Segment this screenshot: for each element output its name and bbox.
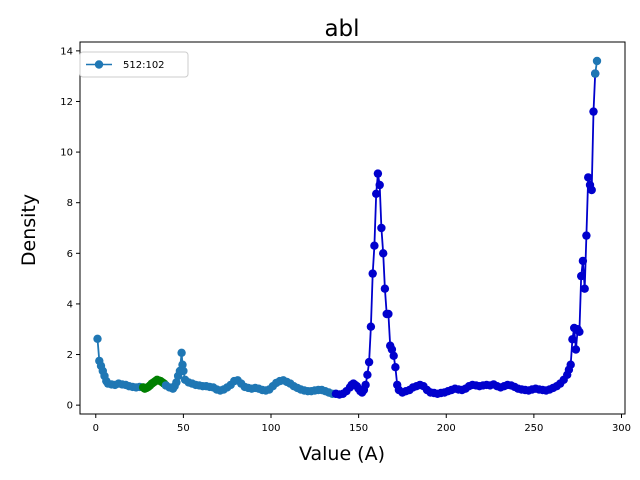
plot-area (93, 56, 602, 399)
chart-title: abl (324, 16, 359, 42)
data-point (363, 370, 372, 379)
y-axis-title: Density (18, 194, 40, 266)
data-point (591, 69, 600, 78)
x-tick-label: 300 (612, 423, 631, 434)
data-point (580, 284, 589, 293)
data-point (575, 327, 584, 336)
data-point (361, 380, 370, 390)
data-point (364, 357, 374, 367)
data-point (592, 56, 602, 66)
data-point (578, 256, 588, 266)
data-point (589, 107, 598, 116)
x-tick-label: 250 (524, 423, 543, 434)
legend-point-marker (94, 60, 104, 69)
data-point (375, 180, 384, 190)
y-axis: 0 2 4 6 8 10 12 14 (60, 46, 80, 412)
data-point (179, 366, 188, 376)
x-tick-label: 100 (261, 423, 280, 434)
data-point (387, 345, 397, 354)
data-point (391, 363, 400, 372)
data-point (366, 322, 376, 331)
data-point (384, 309, 393, 319)
data-point (93, 334, 102, 343)
y-tick-label: 12 (60, 97, 73, 108)
y-tick-label: 4 (67, 299, 73, 310)
data-point (379, 249, 388, 258)
x-axis-title: Value (A) (299, 443, 385, 465)
y-tick-label: 8 (67, 198, 73, 209)
data-point (571, 345, 581, 354)
data-point (370, 241, 379, 250)
y-tick-label: 10 (60, 148, 73, 159)
data-point (380, 284, 390, 293)
x-tick-label: 50 (177, 423, 190, 434)
y-tick-label: 6 (67, 249, 73, 260)
data-point (177, 348, 186, 357)
data-point (372, 189, 381, 198)
data-point (577, 271, 586, 281)
data-point (568, 335, 577, 344)
data-point (178, 360, 187, 369)
data-point (587, 185, 596, 195)
data-point (377, 223, 386, 233)
x-tick-label: 200 (437, 423, 456, 434)
x-tick-label: 150 (349, 423, 368, 434)
plot-frame (79, 41, 626, 415)
x-axis: 0 50 100 150 200 250 300 (93, 414, 631, 434)
data-point (373, 169, 383, 178)
legend-entry-label: 512:102 (123, 60, 165, 71)
legend-box (79, 51, 189, 78)
data-point (566, 360, 575, 369)
data-point (584, 173, 593, 182)
y-tick-label: 0 (67, 401, 73, 412)
y-tick-label: 14 (60, 46, 73, 57)
y-tick-label: 2 (67, 350, 73, 361)
legend: 512:102 (79, 51, 189, 78)
data-point (368, 269, 377, 278)
data-point (389, 351, 398, 360)
data-point (172, 378, 181, 387)
x-tick-label: 0 (93, 423, 99, 434)
data-point (582, 231, 591, 240)
